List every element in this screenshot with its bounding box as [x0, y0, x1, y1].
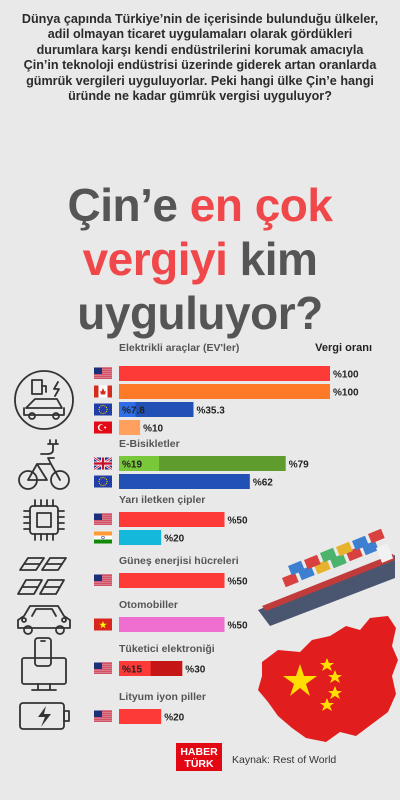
bar	[119, 384, 330, 399]
bar	[119, 456, 286, 471]
bar	[119, 709, 162, 724]
bar	[119, 420, 141, 435]
e-bike-icon	[18, 439, 70, 490]
uk-flag	[93, 456, 113, 471]
haberturk-logo: HABER TÜRK	[176, 743, 222, 771]
value-header: Vergi oranı	[315, 342, 372, 354]
source-note: Kaynak: Rest of World	[232, 754, 337, 766]
bar	[119, 530, 162, 545]
category-label: Lityum iyon piller	[119, 691, 206, 703]
category-label: Yarı iletken çipler	[119, 494, 205, 506]
inner-bar	[119, 456, 160, 471]
category-label: Elektrikli araçlar (EV'ler)	[119, 342, 239, 354]
bar	[119, 402, 194, 417]
us-flag	[94, 710, 112, 722]
value-label: %50	[228, 621, 248, 632]
solar-panel-icon	[17, 557, 67, 595]
bar	[119, 366, 330, 381]
value-label: %79	[289, 460, 309, 471]
inner-value-label: %15	[122, 665, 142, 676]
logo-line1: HABER	[180, 746, 218, 758]
headline-part5: uyguluyor?	[77, 287, 323, 339]
value-label: %100	[333, 370, 359, 381]
category-label: Tüketici elektroniği	[119, 643, 215, 655]
china-map-illustration	[258, 616, 398, 742]
category-label: Güneş enerjisi hücreleri	[119, 555, 239, 567]
value-label: %50	[228, 516, 248, 527]
headline: Çin’e en çok vergiyi kim uyguluyor?	[10, 178, 390, 340]
value-label: %30	[185, 665, 205, 676]
value-label: %100	[333, 388, 359, 399]
value-label: %50	[228, 577, 248, 588]
value-label: %20	[164, 713, 184, 724]
turkey-flag	[94, 421, 112, 434]
eu-flag	[94, 403, 112, 416]
chip-icon	[23, 499, 65, 541]
inner-bar	[119, 661, 151, 676]
canada-flag	[94, 385, 112, 398]
cargo-ship-illustration	[258, 528, 395, 626]
inner-bar	[119, 402, 136, 417]
category-label: E-Bisikletler	[119, 438, 180, 450]
value-label: %10	[143, 424, 163, 435]
logo-line2: TÜRK	[184, 758, 214, 770]
eu-flag	[94, 475, 112, 488]
us-flag	[94, 367, 112, 379]
headline-part1: Çin’e	[67, 179, 190, 231]
phone-monitor-icon	[21, 637, 67, 691]
value-label: %20	[164, 534, 184, 545]
us-flag	[94, 574, 112, 586]
bar	[119, 573, 225, 588]
headline-part4: kim	[227, 233, 318, 285]
headline-part3: vergiyi	[82, 233, 228, 285]
bar	[119, 474, 250, 489]
ev-charging-icon	[14, 370, 74, 430]
value-label: %35.3	[196, 406, 225, 417]
value-label: %62	[253, 478, 273, 489]
inner-value-label: %19	[122, 460, 142, 471]
bar	[119, 512, 225, 527]
category-label: Otomobiller	[119, 599, 178, 611]
inner-value-label: %7.8	[122, 406, 145, 417]
us-flag	[94, 662, 112, 674]
vietnam-flag	[94, 618, 112, 631]
headline-part2: en çok	[189, 179, 333, 231]
us-flag	[94, 513, 112, 525]
battery-icon	[19, 702, 70, 730]
bar	[119, 617, 225, 632]
india-flag	[94, 531, 112, 544]
car-icon	[17, 605, 71, 635]
intro-text: Dünya çapında Türkiye’nin de içerisinde …	[21, 12, 379, 104]
